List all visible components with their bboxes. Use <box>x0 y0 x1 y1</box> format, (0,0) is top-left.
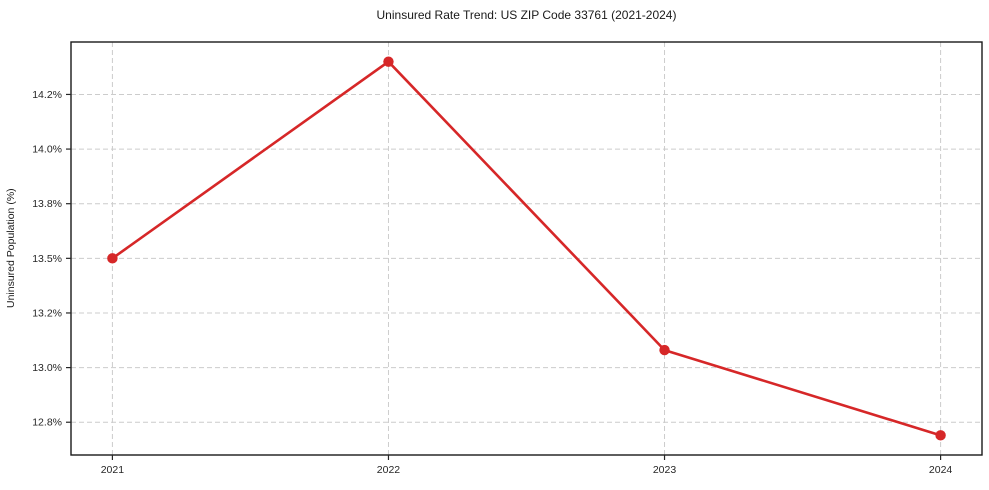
y-tick-label: 14.2% <box>32 89 62 101</box>
chart-title: Uninsured Rate Trend: US ZIP Code 33761 … <box>376 8 677 22</box>
y-tick-label: 13.0% <box>32 362 62 374</box>
data-point-2023 <box>659 344 670 356</box>
y-tick-label: 13.5% <box>32 253 62 265</box>
x-tick-label: 2021 <box>101 464 125 476</box>
data-point-2021 <box>107 253 118 264</box>
data-point-2024 <box>935 430 946 441</box>
plot-border <box>70 41 983 456</box>
y-tick-label: 13.8% <box>32 198 62 210</box>
y-tick-label: 14.0% <box>32 144 62 156</box>
y-tick-label: 12.8% <box>32 417 62 429</box>
x-tick-label: 2024 <box>929 464 953 476</box>
x-tick-label: 2022 <box>377 464 401 476</box>
x-tick-label: 2023 <box>653 464 677 476</box>
y-tick-label: 13.2% <box>32 307 62 319</box>
trend-line <box>111 60 942 437</box>
data-point-2022 <box>383 56 394 67</box>
